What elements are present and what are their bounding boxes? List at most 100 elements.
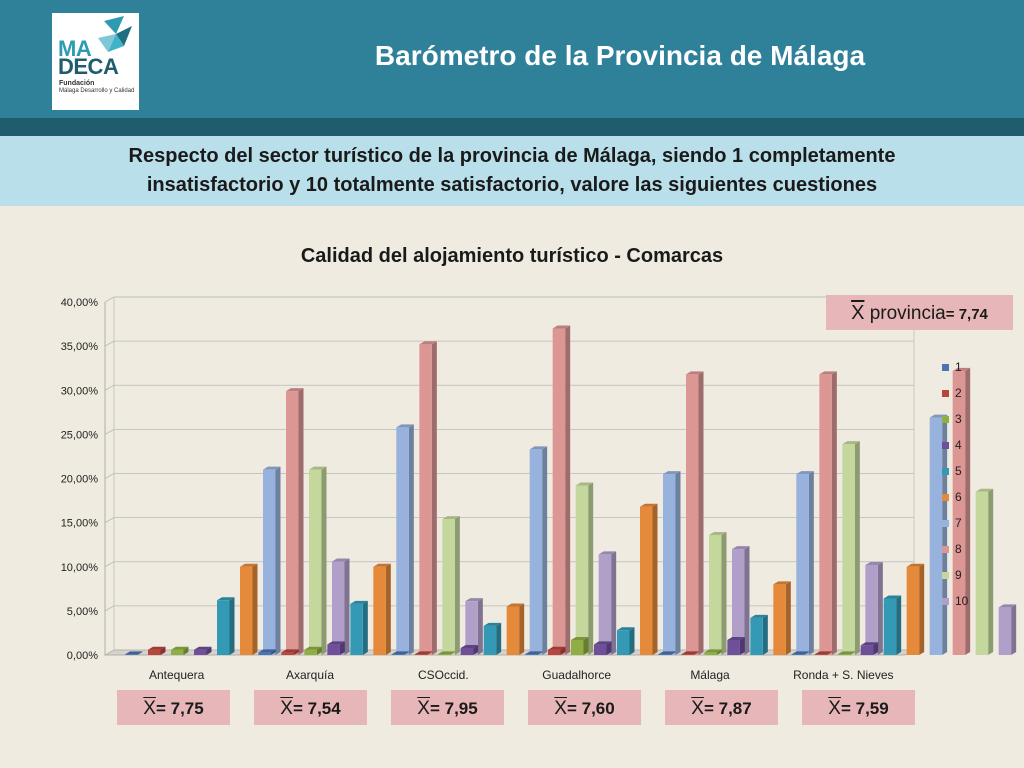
bar [419,344,432,655]
bar-top [437,651,456,655]
bar-top [304,646,322,650]
bar-side [1011,604,1017,655]
bar [483,625,497,655]
gridline-side [104,649,115,656]
bar-top [819,371,837,375]
bar-top [465,598,483,602]
bar [975,491,989,655]
gridline-side [104,296,115,303]
bar-side [896,595,902,655]
gridline-side [104,384,115,391]
logo-ma-text: MA [58,36,92,61]
bar [819,374,832,655]
question-line-2: insatisfactorio y 10 totalmente satisfac… [146,174,878,196]
bar-side [850,651,856,655]
bar-side [321,466,327,655]
bar-side [385,563,391,655]
legend-label: 5 [955,464,962,478]
bar [258,652,271,655]
gridline-side [104,429,115,435]
chart-title: Calidad del alojamiento turístico - Coma… [300,245,724,267]
y-tick-label: 35,00% [61,341,99,353]
bar [391,654,405,655]
bar [617,630,630,655]
bar-top [709,531,727,535]
bar-top [327,641,345,645]
legend-label: 9 [955,568,962,582]
bar-top [791,651,810,655]
y-tick-label: 25,00% [61,429,99,441]
bar-side [560,646,566,655]
bar-side [473,644,479,655]
bar-top [575,482,594,486]
bar-top [350,600,368,604]
gridline-side [104,605,115,612]
gridline-side [104,561,115,568]
bar-top [194,646,212,650]
bar [842,444,855,655]
legend-label: 2 [955,386,962,400]
bar-top [442,516,460,520]
legend-label: 10 [955,594,969,608]
bar-top [617,627,635,631]
x-tick-label: Axarquía [286,668,334,682]
bar-top [525,651,543,655]
bar-side [588,482,594,655]
bar [906,566,920,655]
bar [571,639,584,655]
x-tick-label: Ronda + S. Nieves [793,668,893,682]
x-tick-label: Guadalhorce [542,668,611,682]
bar-top [865,561,883,565]
bar-top [598,551,617,555]
bar-side [183,646,189,655]
bar-side [270,649,276,655]
bar-side [942,414,948,655]
bar-side [583,636,589,655]
bar [327,644,340,655]
bar [796,474,809,655]
page-title: Barómetro de la Provincia de Málaga [374,40,866,71]
bar-top [414,651,433,655]
bar [350,603,363,655]
bar-top [640,503,658,507]
bar-side [542,446,548,655]
y-tick-label: 20,00% [61,474,99,486]
bar-top [998,604,1017,608]
x-tick-label: Málaga [690,668,730,682]
bar-side [206,646,212,655]
bar [506,606,520,655]
legend-swatch [942,416,949,423]
bar-top [309,466,327,470]
bar-side [739,636,745,655]
bar-top [483,622,502,626]
bar [663,474,676,655]
bar-side [611,551,617,655]
bar [837,654,851,655]
logo-fundacion-text: Fundación [59,80,95,87]
mean-box-axarquia: X= 7,54 [254,690,367,725]
bar [442,519,455,655]
bar-side [275,466,281,655]
bar-side [537,651,543,655]
bar [883,598,897,655]
bar-side [362,600,368,655]
provincia-label: provincia [864,303,946,324]
bar-side [785,581,791,655]
bar-top [506,603,525,607]
bar-side [316,646,322,655]
bar [814,654,828,655]
legend-swatch [942,468,949,475]
bar-top [258,649,276,653]
bar [194,649,207,655]
bar-top [975,488,994,492]
bar-side [229,597,235,655]
bar-side [160,646,166,655]
header-band [0,118,1024,136]
bar-side [519,603,525,655]
bar [309,469,322,655]
bar [171,649,184,655]
bar-top [796,471,814,475]
bar-side [827,651,833,655]
gridline-side [104,517,115,523]
mean-value: = 7,60 [566,699,615,718]
